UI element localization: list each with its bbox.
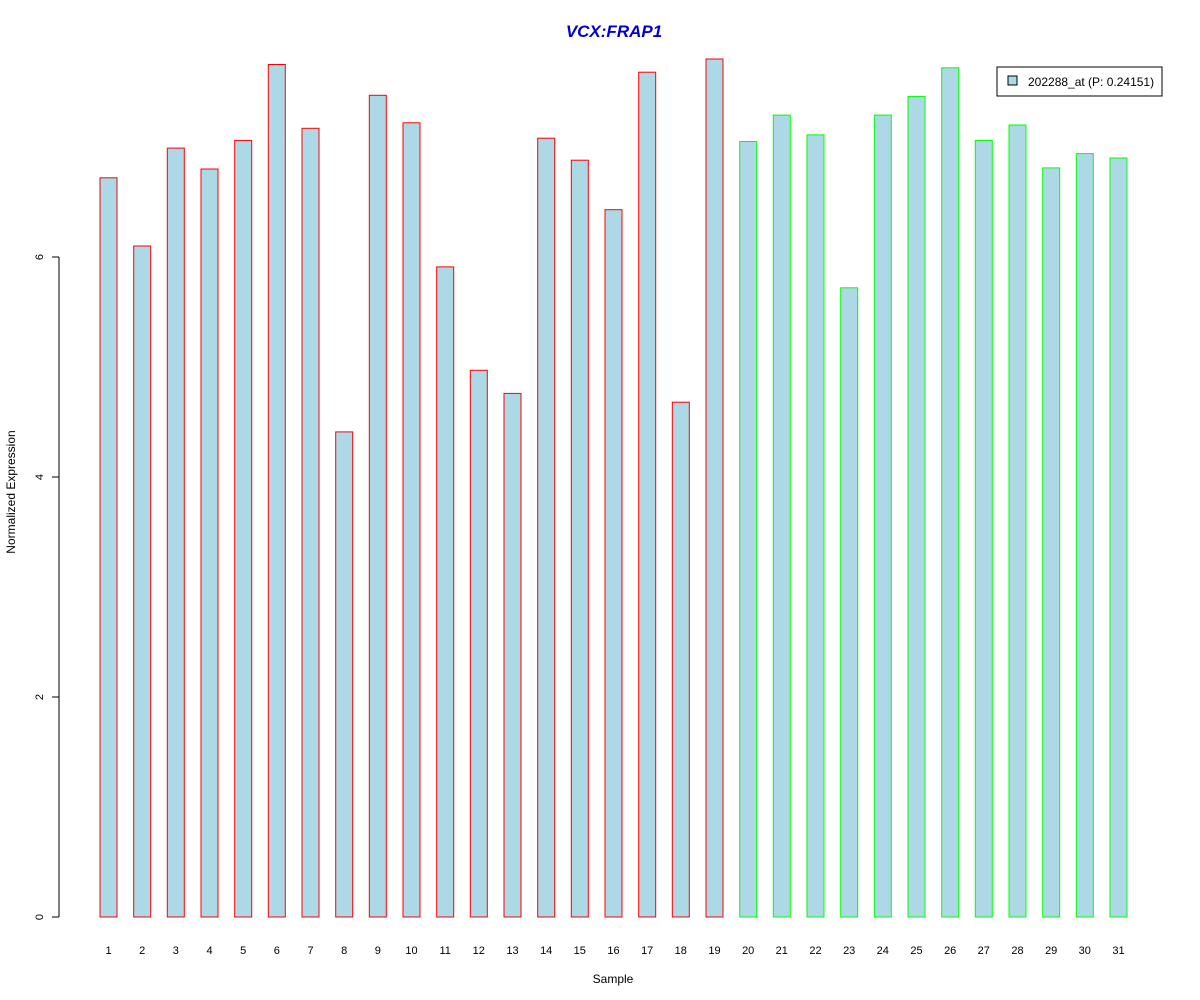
x-tick-label: 20 bbox=[742, 945, 754, 957]
bar-sample-12 bbox=[469, 369, 488, 918]
x-tick-label: 30 bbox=[1079, 945, 1091, 957]
x-tick-label: 16 bbox=[607, 945, 619, 957]
legend-swatch bbox=[1007, 75, 1018, 86]
bar-sample-30 bbox=[1075, 153, 1094, 918]
y-tick-label: 2 bbox=[34, 694, 46, 700]
x-tick-labels: 1 2 3 4 5 6 7 8 9 10 11 12 13 14 15 16 17 18 19 20 21 22 23 24 2… bbox=[105, 945, 1124, 957]
legend-box bbox=[996, 66, 1163, 97]
x-tick-label: 13 bbox=[506, 945, 518, 957]
bar-sample-9 bbox=[368, 94, 387, 918]
bar-sample-29 bbox=[1042, 167, 1061, 918]
bar-sample-23 bbox=[840, 287, 859, 918]
x-tick-label: 25 bbox=[910, 945, 922, 957]
bar-sample-31 bbox=[1109, 157, 1128, 918]
x-tick-label: 24 bbox=[877, 945, 889, 957]
x-tick-label: 2 bbox=[139, 945, 145, 957]
bar-sample-7 bbox=[301, 127, 320, 918]
x-tick-label: 17 bbox=[641, 945, 653, 957]
x-tick-label: 1 bbox=[105, 945, 111, 957]
bar-sample-16 bbox=[604, 209, 623, 918]
x-tick-label: 15 bbox=[574, 945, 586, 957]
bar-sample-15 bbox=[570, 159, 589, 918]
bar-sample-4 bbox=[200, 168, 219, 918]
x-tick-label: 19 bbox=[708, 945, 720, 957]
x-tick-label: 29 bbox=[1045, 945, 1057, 957]
x-tick-label: 11 bbox=[439, 945, 450, 957]
x-tick-label: 9 bbox=[375, 945, 381, 957]
bar-sample-26 bbox=[941, 67, 960, 918]
x-tick-label: 31 bbox=[1112, 945, 1124, 957]
x-tick-label: 5 bbox=[240, 945, 246, 957]
bar-sample-6 bbox=[267, 64, 286, 918]
x-tick-label: 23 bbox=[843, 945, 855, 957]
bar-sample-13 bbox=[503, 392, 522, 918]
x-tick-label: 7 bbox=[307, 945, 313, 957]
x-tick-label: 14 bbox=[540, 945, 552, 957]
bar-sample-18 bbox=[671, 401, 690, 918]
y-tick-label: 0 bbox=[34, 914, 46, 920]
y-axis-label: Normalized Expression bbox=[4, 430, 18, 553]
x-tick-label: 22 bbox=[809, 945, 821, 957]
legend: 202288_at (P: 0.24151) bbox=[996, 66, 1163, 97]
bar-sample-24 bbox=[873, 114, 892, 918]
x-tick-label: 27 bbox=[978, 945, 990, 957]
x-tick-label: 12 bbox=[473, 945, 485, 957]
bar-sample-8 bbox=[335, 431, 354, 918]
x-tick-label: 3 bbox=[173, 945, 179, 957]
legend-label: 202288_at (P: 0.24151) bbox=[1028, 75, 1154, 89]
x-tick-label: 26 bbox=[944, 945, 956, 957]
bar-sample-1 bbox=[99, 177, 118, 918]
x-tick-label: 8 bbox=[341, 945, 347, 957]
bar-sample-21 bbox=[772, 114, 791, 918]
bar-sample-19 bbox=[705, 58, 724, 918]
bar-sample-25 bbox=[907, 95, 926, 918]
bar-sample-3 bbox=[166, 147, 185, 918]
bar-sample-28 bbox=[1008, 124, 1027, 918]
x-tick-label: 10 bbox=[405, 945, 417, 957]
bar-sample-5 bbox=[234, 139, 253, 918]
x-tick-label: 6 bbox=[274, 945, 280, 957]
bar-sample-22 bbox=[806, 134, 825, 918]
x-axis-label: Sample bbox=[593, 972, 634, 986]
bar-sample-14 bbox=[537, 137, 556, 918]
bar-sample-10 bbox=[402, 122, 421, 918]
y-tick-label: 4 bbox=[34, 474, 46, 480]
x-tick-label: 18 bbox=[675, 945, 687, 957]
y-tick-label: 6 bbox=[34, 254, 46, 260]
bar-sample-11 bbox=[436, 266, 455, 918]
bar-sample-27 bbox=[974, 139, 993, 918]
bars-group bbox=[99, 58, 1128, 918]
x-tick-label: 21 bbox=[776, 945, 788, 957]
bar-sample-20 bbox=[739, 141, 758, 918]
bar-sample-2 bbox=[133, 245, 152, 918]
x-tick-label: 28 bbox=[1011, 945, 1023, 957]
x-tick-label: 4 bbox=[206, 945, 212, 957]
bar-sample-17 bbox=[638, 71, 657, 918]
y-axis: 0 2 4 6 bbox=[34, 254, 60, 920]
chart-title: VCX:FRAP1 bbox=[566, 22, 662, 41]
